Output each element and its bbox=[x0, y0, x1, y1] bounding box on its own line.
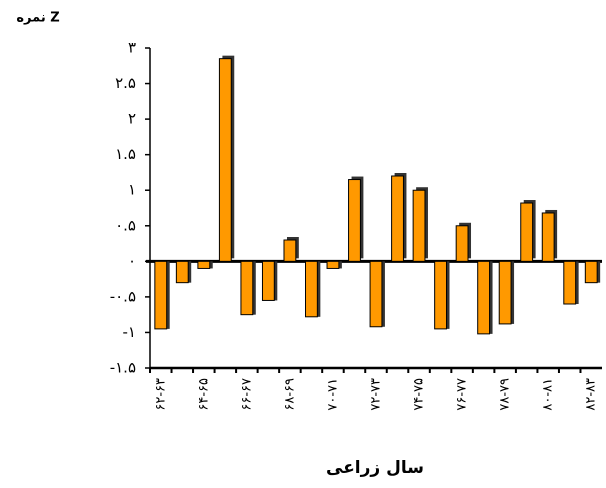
x-tick-label: ۶۶-۶۷ bbox=[239, 378, 254, 411]
bar bbox=[305, 260, 318, 318]
y-tick-label: ۲.۵ bbox=[115, 74, 136, 92]
bar bbox=[498, 260, 512, 325]
bar bbox=[434, 260, 447, 330]
y-tick-label: ۱.۵ bbox=[115, 145, 136, 163]
bar bbox=[391, 175, 404, 262]
y-tick-label: ۰ bbox=[128, 252, 136, 270]
x-tick-label: ۷۴-۷۵ bbox=[412, 378, 427, 411]
x-tick-label: ۸۰-۸۱ bbox=[541, 378, 556, 411]
bar bbox=[369, 260, 383, 328]
y-tick-label: ۳ bbox=[128, 39, 136, 57]
x-tick-label: ۷۰-۷۱ bbox=[325, 378, 340, 411]
bar bbox=[348, 179, 361, 262]
x-tick-label: ۷۶-۷۷ bbox=[455, 378, 470, 411]
x-tick-label: ۶۸-۶۹ bbox=[282, 378, 297, 411]
x-axis-title: سال زراعی bbox=[326, 458, 424, 478]
x-tick-label: ۷۸-۷۹ bbox=[498, 378, 513, 411]
x-tick-label: ۶۲-۶۳ bbox=[153, 378, 168, 411]
bar bbox=[218, 58, 232, 262]
bar bbox=[283, 239, 297, 262]
y-tick-label: -۱.۵ bbox=[110, 359, 136, 377]
x-tick-label: ۸۲-۸۳ bbox=[584, 378, 599, 411]
bar bbox=[541, 212, 555, 262]
y-tick-label: ۲ bbox=[128, 110, 136, 128]
y-tick-label: -۱ bbox=[123, 323, 136, 341]
bar bbox=[477, 260, 491, 335]
bar bbox=[175, 260, 189, 284]
y-tick-label: ۰.۵ bbox=[115, 216, 136, 234]
bar bbox=[455, 225, 469, 262]
x-tick-label: ۷۲-۷۳ bbox=[369, 378, 384, 411]
bar bbox=[261, 260, 275, 301]
y-tick-label: -۰.۵ bbox=[110, 287, 136, 305]
y-tick-label: ۱ bbox=[128, 181, 136, 199]
bar bbox=[326, 260, 340, 269]
bar bbox=[563, 260, 577, 305]
bar bbox=[154, 260, 168, 330]
bar bbox=[412, 189, 426, 262]
bar bbox=[520, 202, 534, 262]
bar bbox=[584, 260, 598, 284]
y-axis-title: نمره Z bbox=[16, 11, 59, 26]
bar bbox=[240, 260, 254, 316]
x-tick-label: ۶۴-۶۵ bbox=[196, 378, 211, 411]
bar bbox=[197, 260, 211, 269]
